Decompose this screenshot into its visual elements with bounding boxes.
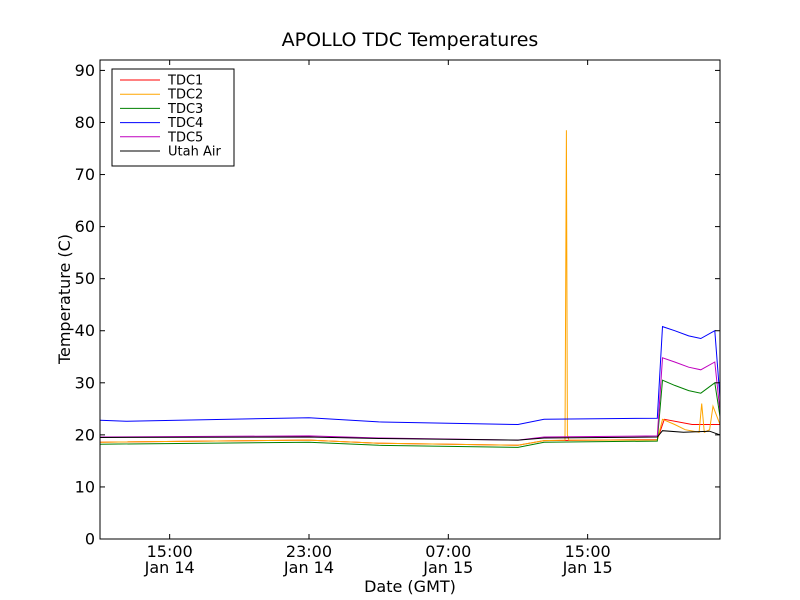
x-tick-label-time: 23:00 [286, 542, 332, 561]
x-tick-label-date: Jan 15 [422, 558, 473, 577]
chart-title: APOLLO TDC Temperatures [282, 29, 539, 51]
series-layer [100, 130, 720, 448]
y-tick-label: 10 [75, 477, 95, 496]
series-line-tdc3 [100, 379, 720, 448]
legend-label: TDC1 [167, 74, 203, 89]
y-tick-label: 40 [75, 321, 95, 340]
y-tick-label: 20 [75, 425, 95, 444]
legend-label: TDC2 [167, 88, 203, 103]
legend-label: Utah Air [168, 145, 221, 160]
series-line-utah-air [100, 430, 720, 441]
x-tick-label-date: Jan 15 [562, 558, 613, 577]
series-line-tdc5 [100, 357, 720, 441]
x-axis-label: Date (GMT) [364, 577, 456, 596]
y-tick-label: 60 [75, 217, 95, 236]
x-tick-label-date: Jan 14 [283, 558, 334, 577]
x-tick-label-date: Jan 14 [144, 558, 195, 577]
plot-frame [99, 59, 721, 540]
y-axis-label: Temperature (C) [55, 234, 74, 365]
x-tick-label-time: 15:00 [147, 542, 193, 561]
x-tick-label-time: 07:00 [425, 542, 471, 561]
legend-box [111, 68, 235, 167]
legend-label: TDC5 [167, 130, 203, 145]
y-tick-label: 80 [75, 113, 95, 132]
y-tick-label: 0 [85, 530, 95, 549]
y-tick-label: 50 [75, 269, 95, 288]
legend-label: TDC4 [167, 116, 203, 131]
series-line-tdc4 [100, 325, 720, 426]
x-tick-label-time: 15:00 [565, 542, 611, 561]
y-tick-label: 90 [75, 61, 95, 80]
legend-label: TDC3 [167, 102, 203, 117]
y-tick-label: 70 [75, 165, 95, 184]
y-tick-label: 30 [75, 373, 95, 392]
